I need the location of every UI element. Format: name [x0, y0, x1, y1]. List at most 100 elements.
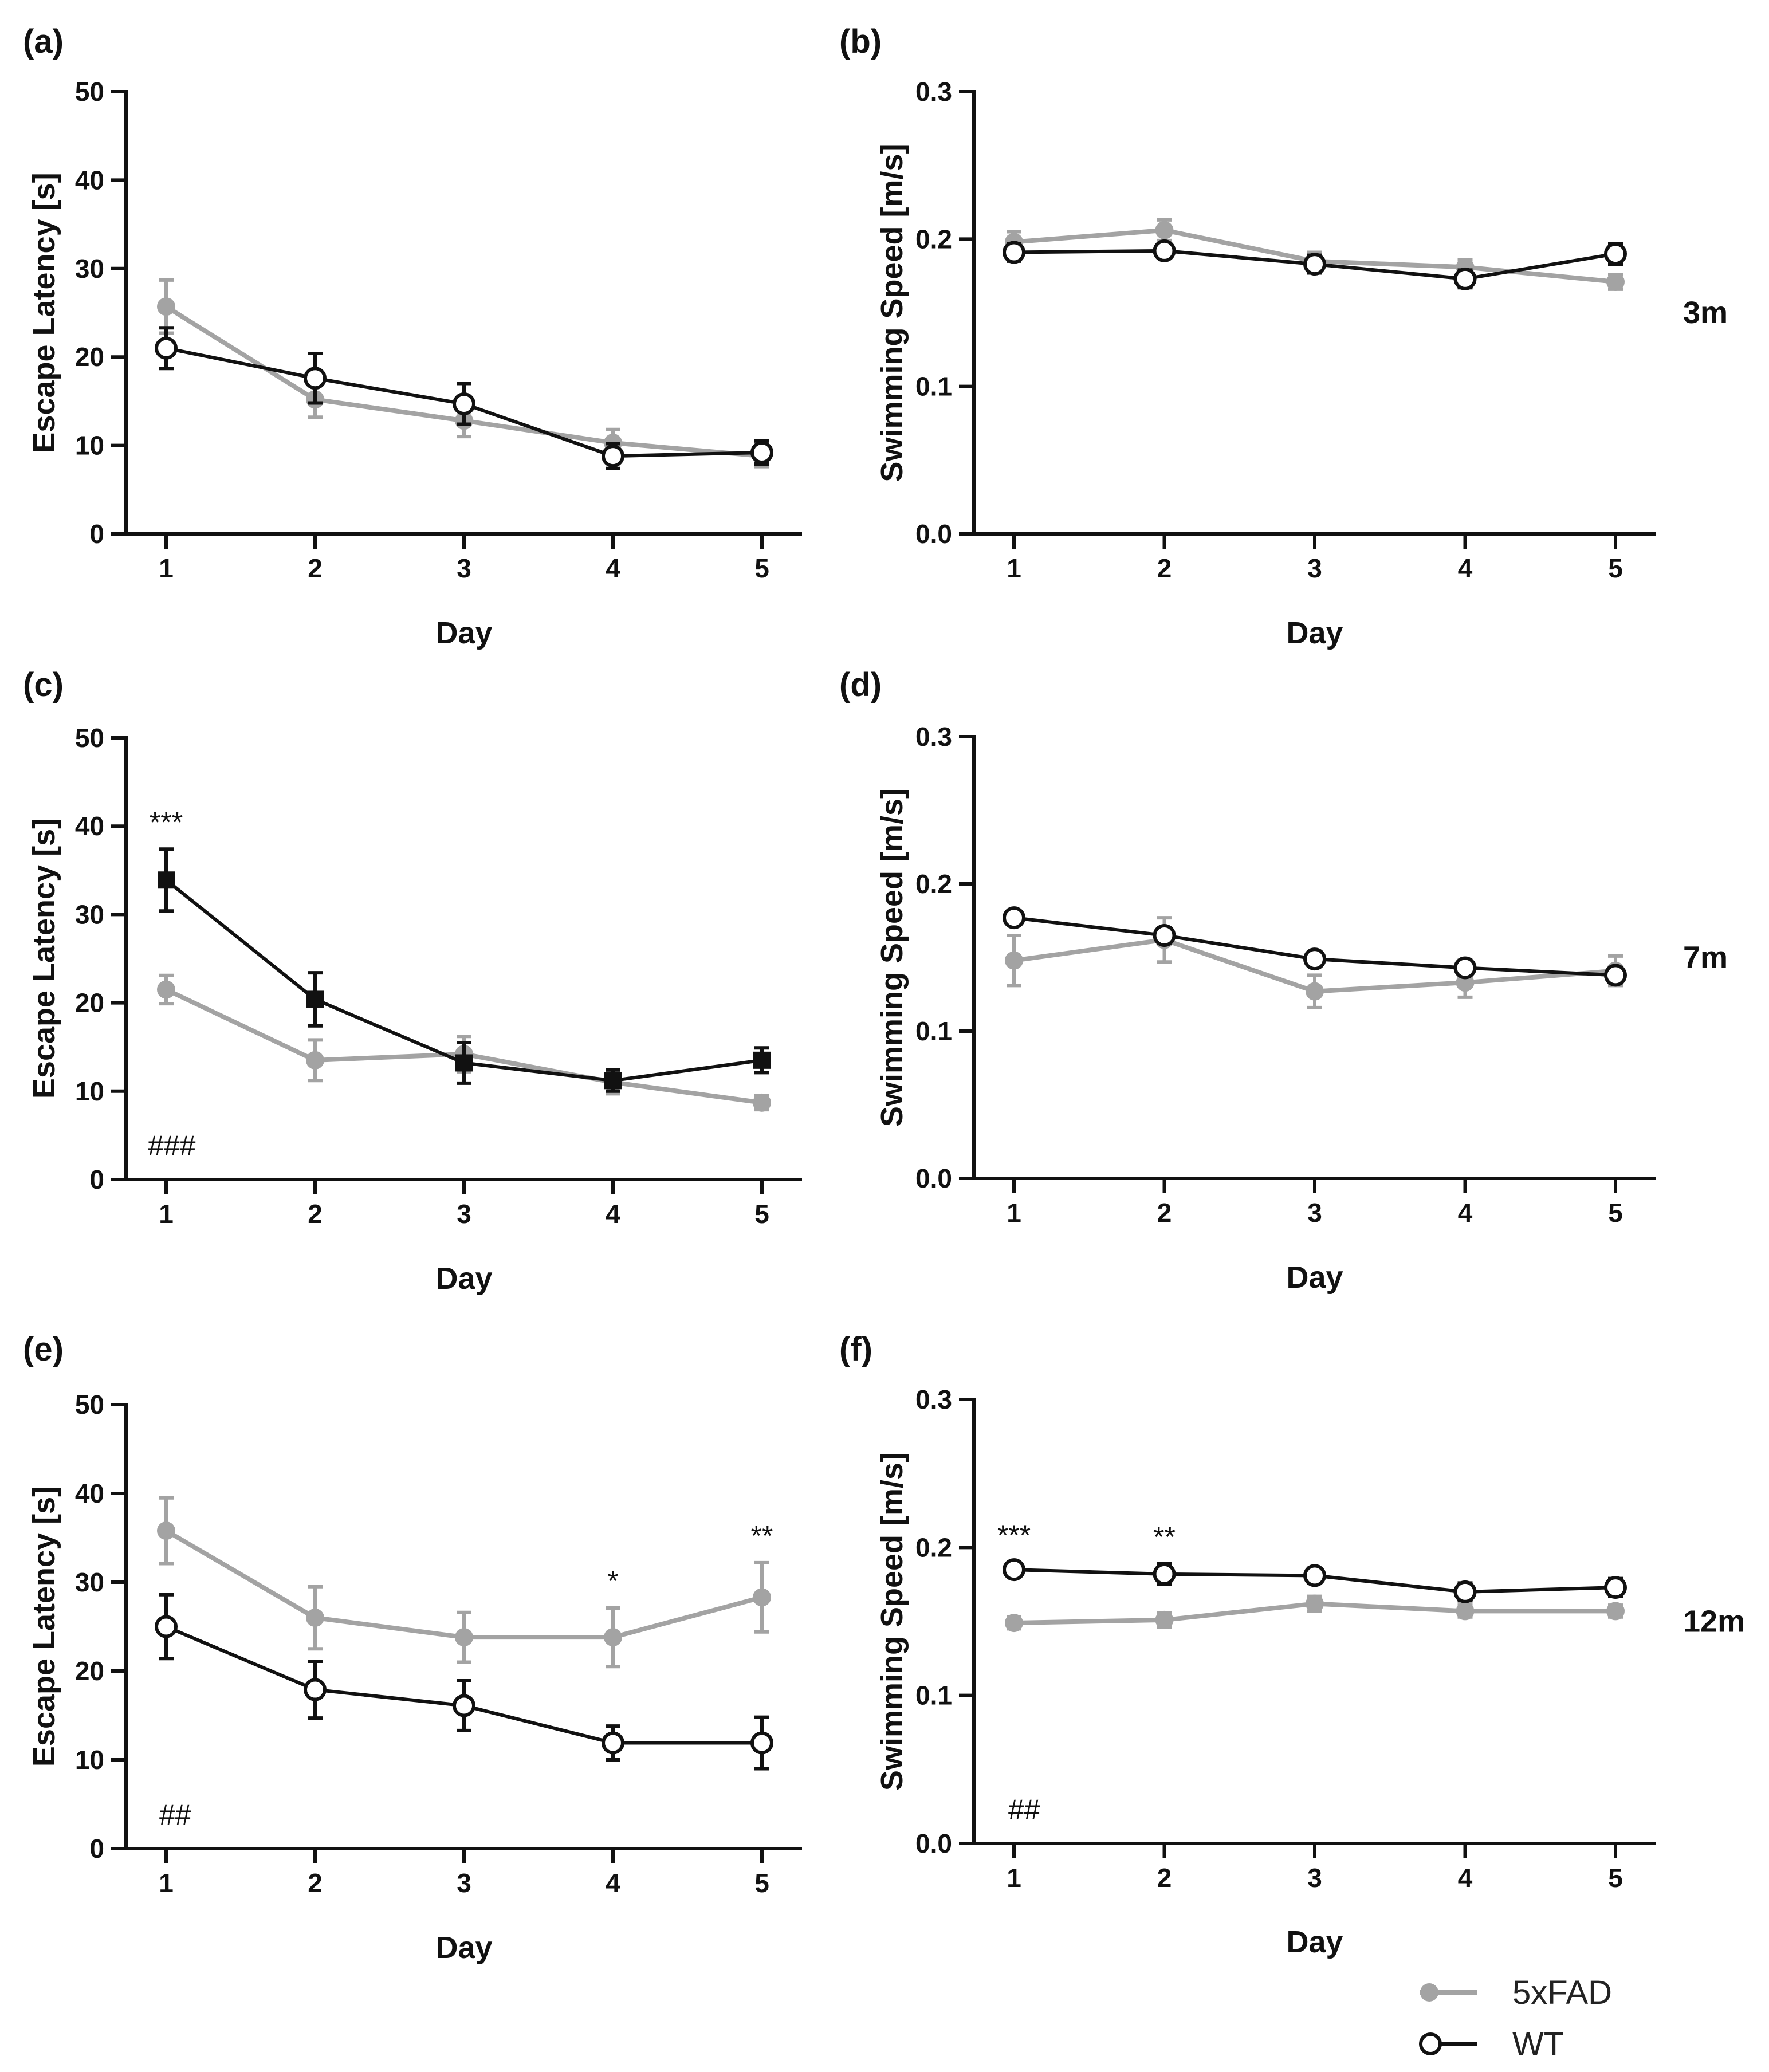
panel-label-f: (f) [839, 1331, 872, 1368]
panel-label-c: (c) [23, 666, 64, 703]
x-tick-label: 5 [1608, 553, 1623, 583]
data-point [1003, 241, 1025, 264]
x-tick-label: 1 [1007, 1863, 1021, 1893]
x-tick-label: 4 [1458, 1198, 1473, 1228]
data-point [453, 1694, 475, 1717]
y-tick-label: 0.2 [915, 869, 952, 899]
y-axis-label: Swimming Speed [m/s] [875, 788, 909, 1127]
chart-panel-e: (e) 0 10 20 30 40 50 1 2 3 4 5 Day Escape Latency [s]… [23, 1331, 802, 1965]
chart-panel-a: (a) 0 10 20 30 40 50 1 2 3 4 5 Day Escape Latency [s] [23, 23, 802, 650]
series-wt [155, 326, 773, 470]
data-point [1453, 956, 1477, 980]
age-label: 12m [1683, 1605, 1745, 1639]
data-point [157, 1521, 175, 1540]
legend-label-wt: WT [1512, 2026, 1564, 2063]
data-point [455, 1628, 473, 1647]
x-tick-label: 5 [754, 1868, 769, 1898]
data-point [1453, 267, 1477, 290]
data-point [455, 1054, 473, 1072]
x-tick-label: 4 [1458, 1863, 1473, 1893]
significance-annotation: *** [997, 1519, 1031, 1551]
data-point [1005, 951, 1023, 970]
y-tick-label: 20 [75, 1656, 104, 1686]
x-tick-label: 1 [159, 1868, 174, 1898]
y-tick-label: 0.3 [915, 722, 952, 752]
x-tick-label: 3 [1307, 553, 1322, 583]
panel-label-e: (e) [23, 1331, 64, 1368]
y-tick-label: 0.1 [915, 1681, 952, 1711]
x-tick-label: 3 [1307, 1198, 1322, 1228]
y-tick-label: 0.1 [915, 372, 952, 402]
x-axis-label: Day [435, 1931, 492, 1965]
data-point [306, 1051, 324, 1070]
x-tick-label: 5 [1608, 1863, 1623, 1893]
data-point [604, 1628, 622, 1647]
data-point [753, 1093, 771, 1112]
data-point [1153, 239, 1176, 262]
y-tick-label: 20 [75, 988, 104, 1018]
y-axis-label: Swimming Speed [m/s] [875, 143, 909, 482]
series-5xfad [1005, 1594, 1625, 1633]
data-point [1303, 947, 1326, 971]
data-point [753, 1051, 771, 1069]
data-point [1155, 221, 1174, 239]
x-tick-label: 4 [1458, 553, 1473, 583]
chart-panel-d: (d) 0.0 0.1 0.2 0.3 1 2 3 4 5 Day Swimming Speed [m… [839, 666, 1728, 1295]
y-tick-label: 20 [75, 342, 104, 372]
data-point [1604, 1576, 1627, 1599]
x-tick-label: 1 [1007, 1198, 1021, 1228]
age-label: 3m [1683, 296, 1728, 330]
x-tick-label: 4 [606, 1199, 620, 1229]
significance-annotation: ** [1153, 1521, 1176, 1553]
y-tick-label: 40 [75, 165, 104, 195]
data-point [750, 1731, 773, 1755]
data-point [306, 990, 324, 1008]
y-tick-label: 0.3 [915, 1385, 952, 1414]
x-tick-label: 2 [1157, 1863, 1172, 1893]
data-point [158, 871, 175, 889]
data-point [1306, 1594, 1324, 1613]
series-wt [1003, 906, 1627, 987]
x-tick-label: 2 [308, 1199, 323, 1229]
significance-annotation: ** [751, 1520, 773, 1552]
legend: 5xFAD WT [1419, 1974, 1612, 2063]
data-point [1155, 1610, 1174, 1629]
legend-5xfad-marker [1420, 1983, 1438, 2002]
data-point [753, 1588, 771, 1607]
y-tick-label: 0.1 [915, 1016, 952, 1046]
y-tick-label: 30 [75, 254, 104, 284]
data-point [304, 1678, 327, 1701]
panel-label-b: (b) [839, 23, 882, 60]
chart-panel-f: (f) 0.0 0.1 0.2 0.3 1 2 3 4 5 Day Swimming Speed [m… [839, 1331, 1745, 1959]
data-point [155, 1615, 178, 1638]
data-point [1306, 982, 1324, 1001]
x-tick-label: 3 [457, 553, 471, 583]
y-tick-label: 0.0 [915, 1163, 952, 1193]
x-axis-label: Day [1286, 1925, 1343, 1959]
data-point [1303, 1564, 1326, 1587]
data-point [602, 1731, 624, 1755]
y-tick-label: 0 [89, 519, 104, 549]
y-tick-label: 0 [89, 1834, 104, 1863]
x-tick-label: 3 [457, 1868, 471, 1898]
data-point [453, 392, 475, 416]
y-tick-label: 10 [75, 431, 104, 461]
significance-annotation: *** [150, 806, 183, 838]
series-wt [155, 1593, 773, 1771]
y-tick-label: 50 [75, 77, 104, 107]
y-tick-label: 0.0 [915, 1829, 952, 1858]
x-tick-label: 5 [754, 1199, 769, 1229]
x-axis-label: Day [435, 616, 492, 650]
panel-label-a: (a) [23, 23, 64, 60]
interaction-annotation: ### [148, 1130, 196, 1162]
data-point [1606, 1602, 1625, 1621]
x-tick-label: 2 [1157, 1198, 1172, 1228]
x-tick-label: 2 [1157, 553, 1172, 583]
age-label: 7m [1683, 941, 1728, 975]
data-point [1153, 1562, 1176, 1586]
data-point [1005, 1614, 1023, 1633]
panel-label-d: (d) [839, 666, 882, 703]
y-tick-label: 0 [89, 1165, 104, 1194]
x-tick-label: 5 [1608, 1198, 1623, 1228]
